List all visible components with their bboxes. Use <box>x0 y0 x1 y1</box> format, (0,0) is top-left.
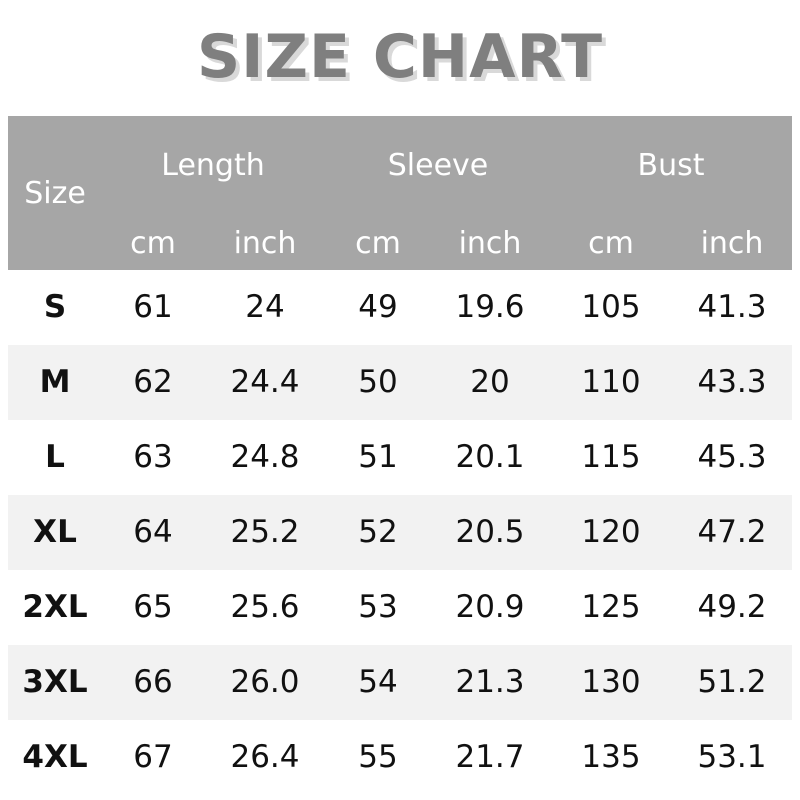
table-row: L 63 24.8 51 20.1 115 45.3 <box>8 420 792 495</box>
value-cell: 25.6 <box>230 589 300 625</box>
header-length: Length <box>161 148 265 183</box>
table-row: 2XL 65 25.6 53 20.9 125 49.2 <box>8 570 792 645</box>
header-unit: inch <box>233 226 297 261</box>
table-row: 4XL 67 26.4 55 21.7 135 53.1 <box>8 720 792 795</box>
value-cell: 53.1 <box>697 739 767 775</box>
value-cell: 115 <box>581 439 641 475</box>
value-cell: 65 <box>133 589 173 625</box>
value-cell: 51 <box>358 439 398 475</box>
header-bust: Bust <box>637 148 705 183</box>
value-cell: 51.2 <box>697 664 767 700</box>
value-cell: 21.7 <box>455 739 525 775</box>
header-unit: inch <box>700 226 764 261</box>
value-cell: 20.9 <box>455 589 525 625</box>
value-cell: 50 <box>358 364 398 400</box>
value-cell: 24.4 <box>230 364 300 400</box>
value-cell: 64 <box>133 514 173 550</box>
value-cell: 110 <box>581 364 641 400</box>
value-cell: 54 <box>358 664 398 700</box>
value-cell: 26.4 <box>230 739 300 775</box>
value-cell: 24.8 <box>230 439 300 475</box>
value-cell: 20.5 <box>455 514 525 550</box>
value-cell: 26.0 <box>230 664 300 700</box>
size-cell: 4XL <box>22 739 88 775</box>
value-cell: 120 <box>581 514 641 550</box>
value-cell: 49 <box>358 289 398 325</box>
value-cell: 130 <box>581 664 641 700</box>
size-cell: S <box>43 289 67 325</box>
value-cell: 63 <box>133 439 173 475</box>
table-row: 3XL 66 26.0 54 21.3 130 51.2 <box>8 645 792 720</box>
value-cell: 25.2 <box>230 514 300 550</box>
value-cell: 61 <box>133 289 173 325</box>
table-header: Size Length Sleeve Bust cm inch cm inch … <box>8 116 792 270</box>
value-cell: 21.3 <box>455 664 525 700</box>
table-row: S 61 24 49 19.6 105 41.3 <box>8 270 792 345</box>
size-cell: 2XL <box>22 589 88 625</box>
value-cell: 135 <box>581 739 641 775</box>
value-cell: 24 <box>245 289 285 325</box>
size-cell: M <box>39 364 71 400</box>
page-title: SIZE CHART <box>196 22 604 92</box>
value-cell: 49.2 <box>697 589 767 625</box>
header-sleeve: Sleeve <box>387 148 489 183</box>
value-cell: 53 <box>358 589 398 625</box>
table-row: XL 64 25.2 52 20.5 120 47.2 <box>8 495 792 570</box>
value-cell: 19.6 <box>455 289 525 325</box>
value-cell: 41.3 <box>697 289 767 325</box>
header-unit: inch <box>458 226 522 261</box>
header-unit: cm <box>355 226 401 261</box>
header-unit: cm <box>130 226 176 261</box>
value-cell: 66 <box>133 664 173 700</box>
size-cell: 3XL <box>22 664 88 700</box>
value-cell: 20 <box>470 364 510 400</box>
value-cell: 105 <box>581 289 641 325</box>
value-cell: 20.1 <box>455 439 525 475</box>
value-cell: 125 <box>581 589 641 625</box>
header-unit: cm <box>588 226 634 261</box>
value-cell: 67 <box>133 739 173 775</box>
value-cell: 45.3 <box>697 439 767 475</box>
value-cell: 47.2 <box>697 514 767 550</box>
table-row: M 62 24.4 50 20 110 43.3 <box>8 345 792 420</box>
value-cell: 43.3 <box>697 364 767 400</box>
size-cell: L <box>45 439 65 475</box>
header-size: Size <box>24 176 86 211</box>
size-cell: XL <box>33 514 77 550</box>
value-cell: 52 <box>358 514 398 550</box>
value-cell: 62 <box>133 364 173 400</box>
value-cell: 55 <box>358 739 398 775</box>
